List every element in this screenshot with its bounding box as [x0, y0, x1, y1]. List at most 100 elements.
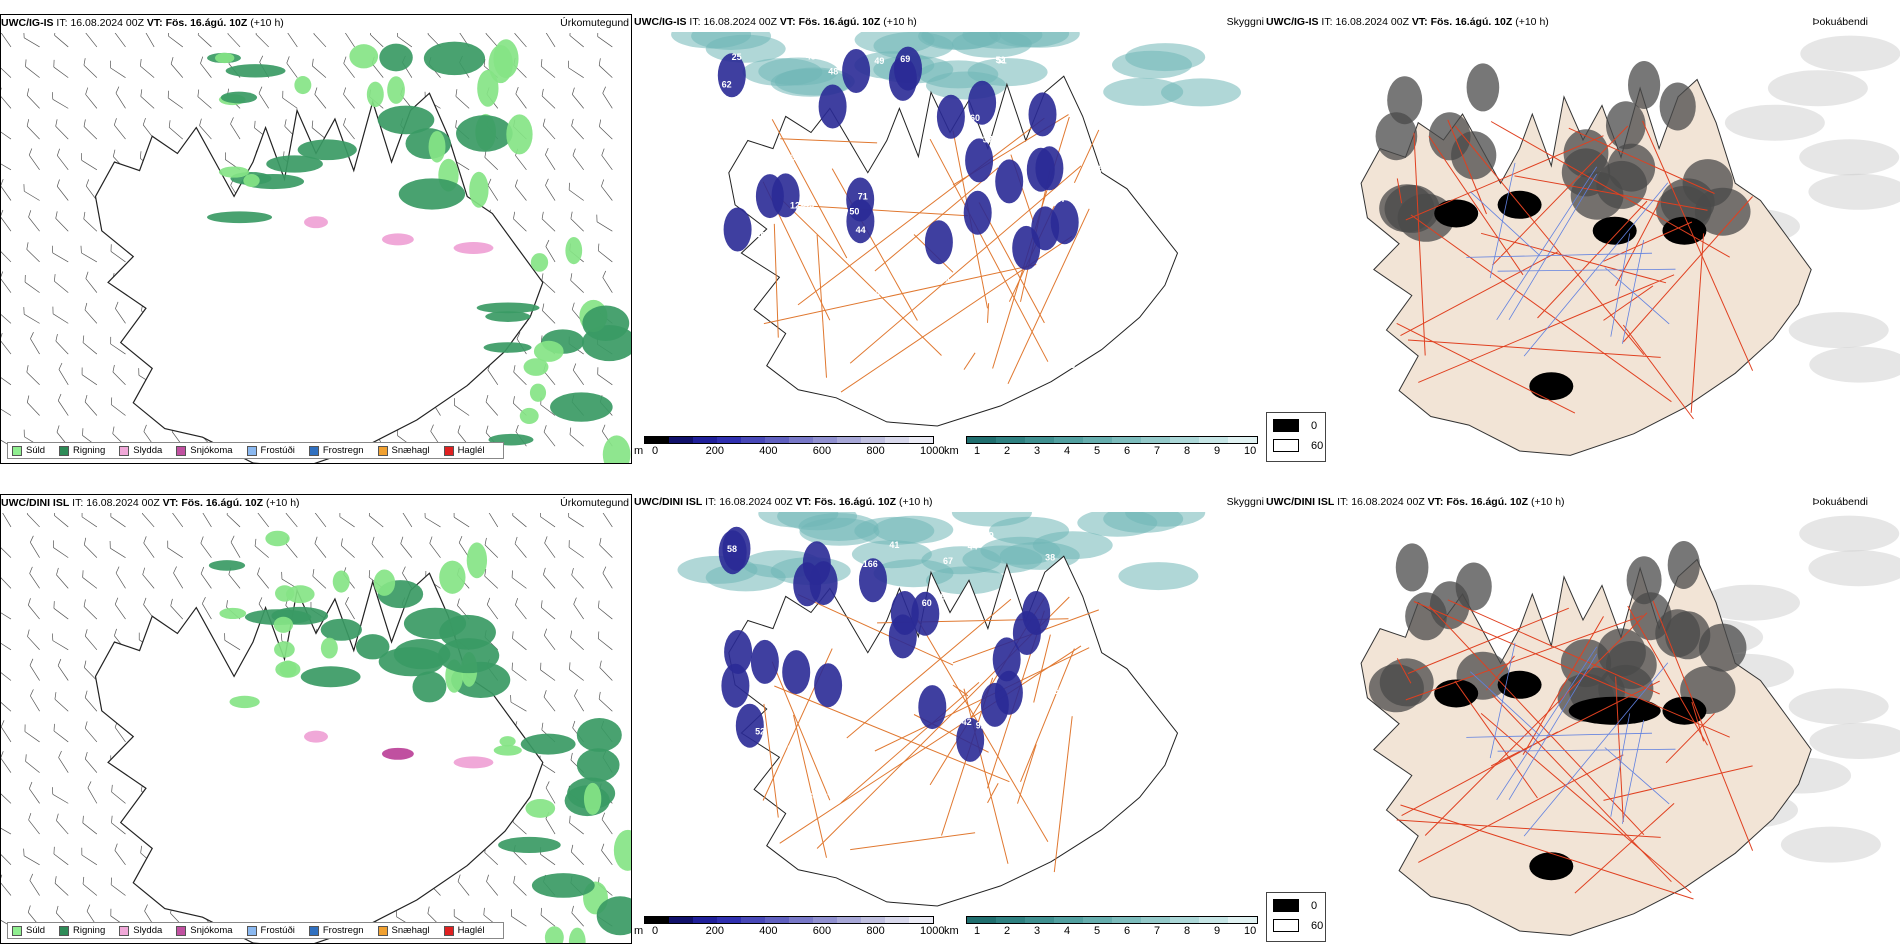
- wind-barb: [54, 876, 69, 896]
- wind-barb: [313, 33, 327, 48]
- road: [1627, 605, 1708, 746]
- wind-barb: [597, 243, 613, 263]
- fog-panel-2: UWC/DINI ISL IT: 16.08.2024 00Z VT: Fös.…: [1266, 494, 1900, 944]
- valid-time: Fös. 16.ágú. 10Z: [798, 16, 881, 28]
- river: [1604, 747, 1670, 805]
- panel-title: Úrkomutegund: [560, 497, 629, 509]
- wind-barb: [56, 813, 69, 835]
- precip-area: [393, 639, 451, 670]
- river: [1489, 642, 1516, 759]
- road: [1486, 655, 1515, 691]
- wind-barb: [143, 536, 155, 558]
- road: [1480, 713, 1692, 894]
- wind-barb: [83, 58, 98, 78]
- wind-barb: [598, 691, 613, 712]
- fog-area: [1809, 346, 1900, 383]
- scale-tick-label: 7: [1154, 925, 1161, 937]
- fog-core: [1568, 696, 1661, 725]
- road: [793, 204, 968, 217]
- wind-barb: [84, 721, 98, 743]
- cloud-label: 47: [720, 613, 730, 623]
- wind-barb: [200, 56, 212, 78]
- wind-barb: [540, 907, 556, 927]
- wind-barb: [572, 363, 584, 385]
- precip-area: [529, 383, 547, 402]
- wind-barb: [512, 513, 527, 528]
- cloud-area: [1028, 92, 1057, 137]
- road: [963, 352, 976, 370]
- scale-unit: m: [634, 925, 644, 937]
- wind-barb: [83, 599, 98, 620]
- wind-barb: [57, 658, 69, 681]
- cloud-label: 60: [713, 829, 723, 839]
- visibility-area: [873, 515, 954, 544]
- precip-panel-1: UWC/IG-IS IT: 16.08.2024 00Z VT: Fös. 16…: [0, 14, 632, 464]
- legend-item: Snæhagl: [377, 925, 430, 936]
- wind-barb: [24, 274, 40, 293]
- wind-barb: [484, 150, 499, 171]
- wind-barb: [573, 597, 584, 620]
- wind-barb: [114, 843, 126, 865]
- wind-barb: [541, 273, 556, 293]
- snow-area: [381, 747, 414, 760]
- scale-tick-label: 8: [1184, 925, 1191, 937]
- wind-barb: [1, 874, 12, 896]
- cloud-label: 54: [1102, 70, 1112, 80]
- wind-barb: [257, 567, 269, 589]
- wind-barb: [1, 271, 12, 293]
- wind-barb: [570, 211, 584, 232]
- road: [987, 303, 990, 323]
- fog-core: [1434, 679, 1479, 708]
- wind-barb: [28, 210, 40, 232]
- init-time: 16.08.2024 00Z: [70, 17, 144, 29]
- cloud-label: 40: [1110, 641, 1120, 651]
- init-time: 16.08.2024 00Z: [1335, 16, 1409, 28]
- precip-area: [220, 91, 258, 104]
- scale-tick-label: 10: [1244, 925, 1257, 937]
- cloud-label: 72: [919, 174, 929, 184]
- precip-area: [483, 342, 532, 353]
- wind-barb: [1, 824, 12, 835]
- cloud-panel-1: UWC/IG-IS IT: 16.08.2024 00Z VT: Fös. 16…: [634, 14, 1266, 464]
- cloud-label: 39: [984, 530, 994, 540]
- legend-swatch: [12, 925, 22, 936]
- wind-barb: [1, 65, 12, 78]
- precip-area: [533, 340, 564, 362]
- wind-barb: [53, 59, 69, 78]
- wind-barb: [25, 59, 40, 78]
- visibility-area: [758, 57, 839, 86]
- panel-header: UWC/DINI ISL IT: 16.08.2024 00Z VT: Fös.…: [634, 496, 1264, 508]
- wind-barb: [486, 874, 499, 896]
- valid-time: Fös. 16.ágú. 10Z: [1446, 496, 1529, 508]
- legend-item: Frostúði: [246, 445, 295, 456]
- precip-area: [373, 569, 396, 596]
- scale-tick-label: 4: [1064, 445, 1071, 457]
- wind-barb: [371, 536, 384, 558]
- wind-barb: [545, 239, 556, 263]
- legend-swatch: [119, 445, 130, 456]
- cloud-label: 46: [830, 55, 840, 65]
- wind-barb: [400, 536, 413, 558]
- init-time: 16.08.2024 00Z: [1351, 496, 1425, 508]
- wind-barb: [54, 513, 69, 528]
- wind-barb: [285, 513, 298, 528]
- cloud-label: 43: [1038, 286, 1048, 296]
- road: [850, 832, 976, 851]
- cloud-label: 49: [1102, 754, 1112, 764]
- legend-swatch: [176, 925, 187, 936]
- precip-map: [1, 33, 631, 463]
- road: [1622, 324, 1694, 420]
- cloud-area: [918, 685, 947, 730]
- wind-barb: [26, 88, 40, 109]
- precip-area: [485, 311, 531, 322]
- precip-area: [274, 641, 295, 658]
- cloud-label: 36: [1178, 548, 1188, 558]
- precip-area: [466, 542, 488, 579]
- wind-barb: [453, 513, 470, 528]
- road: [1642, 120, 1754, 371]
- scale-tick-label: 800: [866, 925, 885, 937]
- wind-barb: [601, 812, 613, 835]
- panel-title: Þokuábendi: [1812, 496, 1868, 508]
- precip-area: [477, 69, 499, 107]
- snow-area: [453, 756, 494, 769]
